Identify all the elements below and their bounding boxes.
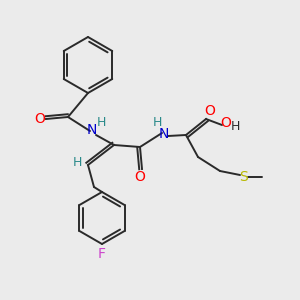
Text: H: H (230, 119, 240, 133)
Text: H: H (96, 116, 106, 130)
Text: N: N (87, 123, 97, 137)
Text: O: O (135, 170, 146, 184)
Text: O: O (34, 112, 45, 126)
Text: H: H (152, 116, 162, 130)
Text: S: S (240, 170, 248, 184)
Text: O: O (220, 116, 231, 130)
Text: F: F (98, 247, 106, 261)
Text: H: H (72, 157, 82, 169)
Text: N: N (159, 127, 169, 141)
Text: O: O (205, 104, 215, 118)
